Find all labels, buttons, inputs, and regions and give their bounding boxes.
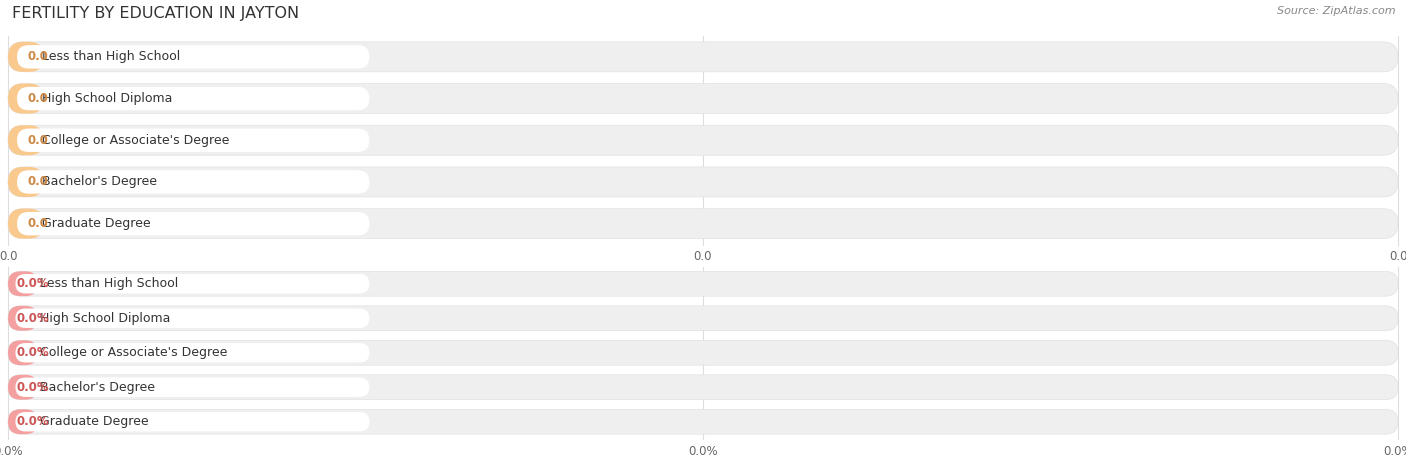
FancyBboxPatch shape [8,209,1398,238]
FancyBboxPatch shape [8,340,1398,365]
FancyBboxPatch shape [8,306,38,331]
FancyBboxPatch shape [15,378,370,397]
FancyBboxPatch shape [8,125,1398,155]
Text: 0.0%: 0.0% [15,312,49,325]
Text: Graduate Degree: Graduate Degree [42,217,150,230]
Text: 0.0: 0.0 [27,92,48,105]
FancyBboxPatch shape [8,167,44,197]
FancyBboxPatch shape [8,306,1398,331]
Text: 0.0%: 0.0% [688,445,718,458]
Text: High School Diploma: High School Diploma [42,92,172,105]
FancyBboxPatch shape [8,125,44,155]
FancyBboxPatch shape [8,167,1398,197]
Text: College or Associate's Degree: College or Associate's Degree [41,346,228,359]
Text: Source: ZipAtlas.com: Source: ZipAtlas.com [1278,6,1396,16]
Text: Graduate Degree: Graduate Degree [41,415,149,428]
FancyBboxPatch shape [8,340,38,365]
FancyBboxPatch shape [8,84,44,114]
Text: 0.0: 0.0 [27,50,48,63]
Text: 0.0%: 0.0% [0,445,22,458]
Text: Less than High School: Less than High School [42,50,180,63]
FancyBboxPatch shape [8,375,1398,399]
FancyBboxPatch shape [15,412,370,431]
FancyBboxPatch shape [17,212,370,235]
Text: 0.0: 0.0 [0,250,17,264]
Text: 0.0: 0.0 [27,175,48,189]
Text: 0.0%: 0.0% [15,381,49,394]
FancyBboxPatch shape [15,309,370,328]
Text: 0.0: 0.0 [27,134,48,147]
FancyBboxPatch shape [8,84,1398,114]
FancyBboxPatch shape [8,375,38,399]
Text: 0.0: 0.0 [693,250,713,264]
Text: 0.0%: 0.0% [15,346,49,359]
Text: 0.0%: 0.0% [1384,445,1406,458]
Text: 0.0: 0.0 [27,217,48,230]
Text: 0.0%: 0.0% [15,415,49,428]
FancyBboxPatch shape [17,170,370,194]
FancyBboxPatch shape [8,409,38,434]
Text: FERTILITY BY EDUCATION IN JAYTON: FERTILITY BY EDUCATION IN JAYTON [13,6,299,21]
FancyBboxPatch shape [8,209,44,238]
FancyBboxPatch shape [15,274,370,294]
FancyBboxPatch shape [17,45,370,68]
Text: Less than High School: Less than High School [41,277,179,290]
FancyBboxPatch shape [15,343,370,362]
Text: College or Associate's Degree: College or Associate's Degree [42,134,229,147]
Text: 0.0: 0.0 [1389,250,1406,264]
FancyBboxPatch shape [8,42,44,72]
FancyBboxPatch shape [8,271,1398,296]
FancyBboxPatch shape [8,42,1398,72]
Text: High School Diploma: High School Diploma [41,312,170,325]
FancyBboxPatch shape [17,129,370,152]
FancyBboxPatch shape [17,87,370,110]
Text: Bachelor's Degree: Bachelor's Degree [41,381,155,394]
Text: Bachelor's Degree: Bachelor's Degree [42,175,156,189]
FancyBboxPatch shape [8,409,1398,434]
Text: 0.0%: 0.0% [15,277,49,290]
FancyBboxPatch shape [8,271,38,296]
